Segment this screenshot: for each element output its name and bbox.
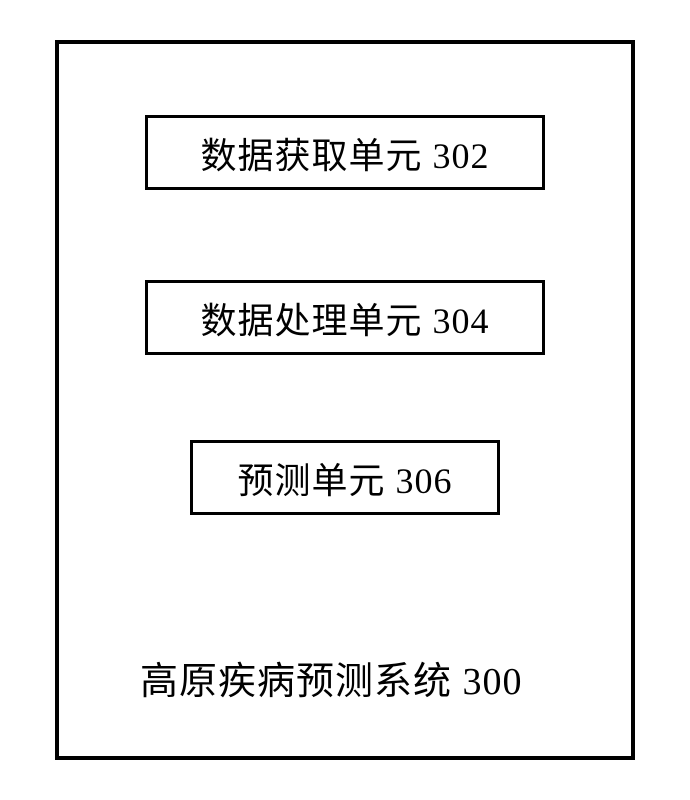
prediction-unit-label: 预测单元 306	[237, 452, 452, 504]
data-acquisition-unit-box: 数据获取单元 302	[145, 115, 545, 190]
prediction-unit-box: 预测单元 306	[190, 440, 500, 515]
data-acquisition-unit-label: 数据获取单元 302	[200, 127, 489, 179]
system-title-label: 高原疾病预测系统 300	[140, 650, 523, 705]
data-processing-unit-label: 数据处理单元 304	[200, 292, 489, 344]
data-processing-unit-box: 数据处理单元 304	[145, 280, 545, 355]
